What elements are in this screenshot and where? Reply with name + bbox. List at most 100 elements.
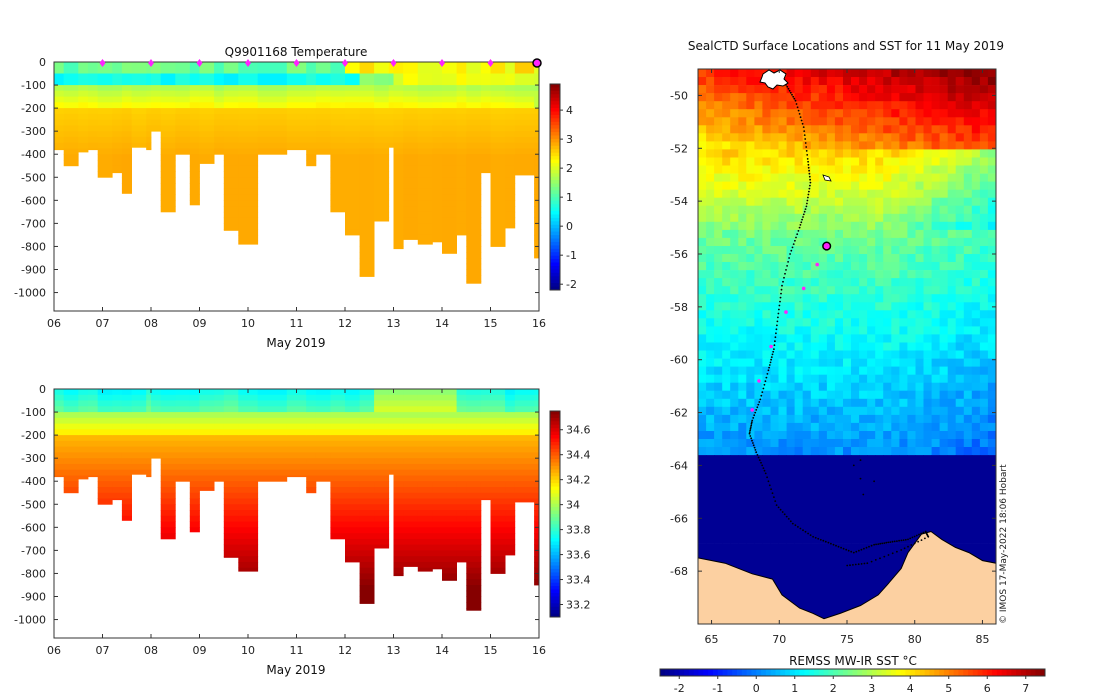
sst-cell xyxy=(931,141,941,150)
sst-cell xyxy=(955,495,965,504)
section-cell xyxy=(88,148,99,151)
section-cell xyxy=(393,573,404,577)
sst-cell xyxy=(843,374,852,384)
sst-cell xyxy=(859,543,868,552)
section-cell xyxy=(456,142,467,149)
section-cell xyxy=(345,550,360,557)
section-cell xyxy=(490,171,506,178)
sst-cell xyxy=(762,463,771,472)
sst-cell xyxy=(971,310,981,319)
sst-cell xyxy=(923,109,932,118)
section-cell xyxy=(388,62,394,69)
sst-cell xyxy=(722,342,731,351)
sst-cell xyxy=(722,374,731,384)
sst-cell xyxy=(794,583,804,593)
section-cell xyxy=(345,556,360,563)
sst-colorbar-label: REMSS MW-IR SST °C xyxy=(789,654,917,668)
sst-cell xyxy=(939,294,949,303)
section-cell xyxy=(189,446,200,453)
section-cell xyxy=(345,102,360,109)
section-cell xyxy=(345,206,360,213)
section-cell xyxy=(374,412,390,419)
sst-cell xyxy=(722,173,731,182)
sst-cell xyxy=(875,559,884,569)
sst-cell xyxy=(794,221,804,231)
sst-cell xyxy=(899,109,908,118)
sst-cell xyxy=(778,117,787,126)
sst-cell xyxy=(867,527,876,536)
sst-cell xyxy=(794,302,804,311)
sst-cell xyxy=(851,205,860,215)
sst-cell xyxy=(770,109,779,118)
section-cell xyxy=(238,240,259,245)
y-tick-label: -500 xyxy=(21,171,46,184)
section-cell xyxy=(393,492,404,499)
sst-cell xyxy=(955,286,965,295)
sst-cell xyxy=(987,463,997,472)
sst-cell xyxy=(730,471,739,480)
sst-cell xyxy=(778,471,787,480)
sst-cell xyxy=(867,479,876,488)
track-dot xyxy=(802,216,804,218)
section-cell xyxy=(63,113,79,121)
sst-cell xyxy=(963,141,973,150)
section-cell xyxy=(505,183,516,190)
section-cell xyxy=(514,102,535,109)
sst-cell xyxy=(851,382,860,392)
colorbar-segment xyxy=(550,448,560,453)
section-cell xyxy=(393,142,404,149)
section-cell xyxy=(160,183,176,190)
section-cell xyxy=(146,96,152,103)
section-cell xyxy=(238,154,259,161)
section-cell xyxy=(480,67,491,74)
sst-cell xyxy=(907,205,916,215)
section-cell xyxy=(388,423,394,430)
section-cell xyxy=(112,440,123,448)
sst-cell xyxy=(794,455,804,464)
section-cell xyxy=(112,498,123,501)
sst-cell xyxy=(843,77,852,86)
sst-cell xyxy=(939,93,949,102)
sst-cell xyxy=(826,463,836,472)
track-dot xyxy=(787,261,789,263)
section-cell xyxy=(393,113,404,121)
sst-cell xyxy=(722,213,731,223)
sst-cell xyxy=(899,165,908,174)
sst-cell xyxy=(891,117,900,126)
sst-cell xyxy=(834,406,844,416)
section-cell xyxy=(160,73,176,80)
track-dot xyxy=(866,562,869,565)
sst-cell xyxy=(883,109,892,118)
sst-cell xyxy=(907,278,916,287)
sst-cell xyxy=(722,350,731,359)
section-cell xyxy=(146,62,152,69)
section-cell xyxy=(403,229,419,236)
sst-cell xyxy=(786,439,796,448)
section-cell xyxy=(514,148,535,155)
sst-cell xyxy=(834,85,844,94)
sst-colorbar-segment xyxy=(737,669,743,676)
section-cell xyxy=(286,435,307,442)
section-cell xyxy=(223,475,239,482)
sst-cell xyxy=(891,310,900,319)
sst-cell xyxy=(867,414,876,424)
section-cell xyxy=(359,73,375,80)
section-cell xyxy=(330,521,346,528)
sst-cell xyxy=(826,77,836,86)
section-cell xyxy=(442,252,457,254)
sst-cell xyxy=(843,431,852,440)
y-tick-label: -300 xyxy=(21,125,46,138)
sst-cell xyxy=(746,527,755,536)
sst-cell xyxy=(939,487,949,496)
section-cell xyxy=(359,234,375,242)
sst-cell xyxy=(746,366,755,375)
sst-cell xyxy=(706,221,715,231)
sst-cell xyxy=(843,535,852,544)
section-cell xyxy=(403,73,419,80)
section-cell xyxy=(189,125,200,132)
sst-cell xyxy=(875,495,884,504)
sst-cell xyxy=(746,246,755,255)
sst-cell xyxy=(979,350,989,359)
sst-cell xyxy=(778,125,787,134)
